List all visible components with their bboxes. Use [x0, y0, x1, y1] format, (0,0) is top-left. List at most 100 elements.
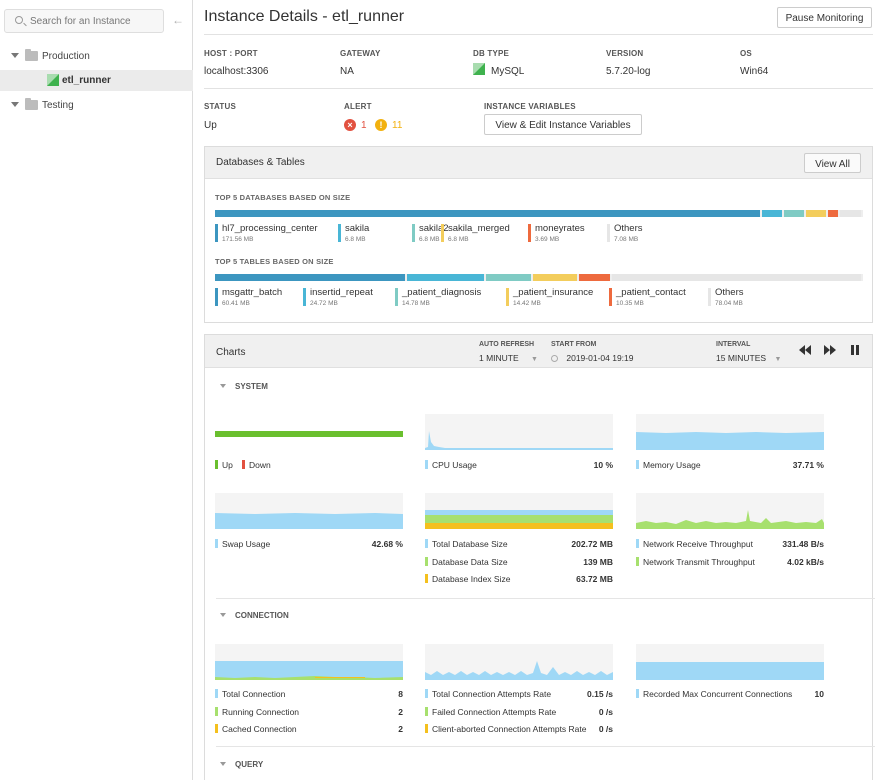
metric-name: Database Index Size — [432, 574, 511, 584]
memory-usage-chart[interactable] — [636, 414, 824, 450]
database-size-chart[interactable] — [425, 493, 613, 529]
bar-segment[interactable] — [612, 274, 861, 281]
bar-segment[interactable] — [828, 210, 838, 217]
tree-item-testing[interactable]: Testing — [0, 95, 193, 116]
dbtype-label: DB TYPE — [473, 49, 510, 58]
warning-alert-icon[interactable]: ! — [375, 119, 387, 131]
pause-monitoring-button[interactable]: Pause Monitoring — [777, 7, 872, 28]
rewind-icon[interactable] — [798, 344, 812, 356]
version-label: VERSION — [606, 49, 644, 58]
query-section-header[interactable]: QUERY — [220, 760, 263, 769]
start-from-picker[interactable]: 2019-01-04 19:19 — [551, 353, 634, 363]
legend-name: _patient_insurance — [513, 287, 594, 298]
status-chart[interactable] — [215, 414, 403, 450]
fast-forward-icon[interactable] — [823, 344, 837, 356]
bar-segment[interactable] — [407, 274, 484, 281]
metric-row: Total Connection Attempts Rate 0.15 /s — [425, 688, 613, 702]
metric-name: Memory Usage — [643, 460, 701, 470]
legend-swatch — [425, 539, 428, 548]
legend-swatch — [528, 224, 531, 242]
bar-segment[interactable] — [486, 274, 531, 281]
critical-alert-icon[interactable]: × — [344, 119, 356, 131]
bar-segment[interactable] — [533, 274, 577, 281]
network-throughput-chart[interactable] — [636, 493, 824, 529]
status-legend: Up Down — [215, 459, 403, 473]
top-databases-bar — [215, 210, 863, 217]
cpu-usage-chart[interactable] — [425, 414, 613, 450]
panel-header: Charts — [205, 335, 872, 368]
top-tables-bar — [215, 274, 863, 281]
connections-chart[interactable] — [215, 644, 403, 680]
metric-value: 2 — [398, 706, 403, 717]
view-edit-variables-button[interactable]: View & Edit Instance Variables — [484, 114, 642, 135]
legend-name: Others — [715, 287, 744, 298]
legend-item[interactable]: sakila2 6.8 MB — [412, 223, 449, 243]
page-title: Instance Details - etl_runner — [204, 8, 405, 25]
metric-row: Network Receive Throughput 331.48 B/s — [636, 538, 824, 552]
connection-section-header[interactable]: CONNECTION — [220, 611, 289, 620]
legend-item[interactable]: insertid_repeat 24.72 MB — [303, 287, 373, 307]
bar-segment[interactable] — [784, 210, 804, 217]
legend-item[interactable]: _patient_contact 10.35 MB — [609, 287, 686, 307]
section-title: CONNECTION — [235, 611, 289, 620]
legend-swatch — [215, 224, 218, 242]
metric-row: Cached Connection 2 — [215, 723, 403, 737]
bar-segment[interactable] — [215, 274, 405, 281]
bar-segment[interactable] — [762, 210, 782, 217]
view-all-button[interactable]: View All — [804, 153, 861, 173]
critical-alert-count[interactable]: 1 — [361, 120, 367, 131]
legend-item[interactable]: Others 7.08 MB — [607, 223, 643, 243]
max-connections-chart[interactable] — [636, 644, 824, 680]
pause-icon[interactable] — [848, 344, 862, 356]
legend-name: hl7_processing_center — [222, 223, 318, 234]
legend-size: 60.41 MB — [222, 300, 250, 307]
legend-name: sakila2 — [419, 223, 449, 234]
legend-item[interactable]: sakila 6.8 MB — [338, 223, 369, 243]
legend-size: 7.08 MB — [614, 236, 639, 243]
section-title: SYSTEM — [235, 382, 268, 391]
main-content: Instance Details - etl_runner Pause Moni… — [193, 0, 875, 780]
legend-item[interactable]: sakila_merged 6.8 MB — [441, 223, 510, 243]
legend-item[interactable]: _patient_diagnosis 14.78 MB — [395, 287, 481, 307]
legend-size: 10.35 MB — [616, 300, 644, 307]
connection-attempts-chart[interactable] — [425, 644, 613, 680]
divider — [204, 88, 873, 89]
divider — [216, 598, 875, 599]
status-value: Up — [204, 120, 217, 131]
legend-item[interactable]: moneyrates 3.69 MB — [528, 223, 585, 243]
legend-item[interactable]: _patient_insurance 14.42 MB — [506, 287, 593, 307]
auto-refresh-select[interactable]: 1 MINUTE ▼ — [479, 353, 538, 363]
interval-select[interactable]: 15 MINUTES ▼ — [716, 353, 781, 363]
legend-swatch — [441, 224, 444, 242]
legend-item[interactable]: msgattr_batch 60.41 MB — [215, 287, 282, 307]
tree-item-production[interactable]: Production — [0, 46, 193, 67]
collapse-sidebar-icon[interactable]: ← — [172, 13, 184, 27]
bar-segment[interactable] — [806, 210, 826, 217]
gateway-label: GATEWAY — [340, 49, 381, 58]
bar-segment[interactable] — [840, 210, 861, 217]
instance-variables-label: INSTANCE VARIABLES — [484, 102, 576, 111]
legend-swatch — [303, 288, 306, 306]
bar-segment[interactable] — [579, 274, 610, 281]
warning-alert-count[interactable]: 11 — [392, 120, 403, 131]
legend-item[interactable]: hl7_processing_center 171.56 MB — [215, 223, 318, 243]
legend-swatch — [215, 689, 218, 698]
chevron-down-icon[interactable] — [11, 53, 19, 58]
chevron-down-icon: ▼ — [531, 356, 538, 363]
legend-size: 78.04 MB — [715, 300, 743, 307]
start-from-value: 2019-01-04 19:19 — [566, 353, 634, 363]
divider — [216, 746, 875, 747]
search-input[interactable]: Search for an Instance — [4, 9, 164, 33]
system-section-header[interactable]: SYSTEM — [220, 382, 268, 391]
legend-item[interactable]: Others 78.04 MB — [708, 287, 744, 307]
swap-usage-chart[interactable] — [215, 493, 403, 529]
chevron-down-icon[interactable] — [11, 102, 19, 107]
tree-item-etl-runner[interactable]: etl_runner — [0, 70, 193, 91]
metric-value: 331.48 B/s — [782, 539, 824, 549]
legend-swatch — [412, 224, 415, 242]
metric-value: 10 — [814, 689, 824, 699]
legend-down: Down — [249, 460, 271, 470]
clock-icon — [551, 355, 558, 362]
bar-segment[interactable] — [215, 210, 760, 217]
host-label: HOST : PORT — [204, 49, 258, 58]
